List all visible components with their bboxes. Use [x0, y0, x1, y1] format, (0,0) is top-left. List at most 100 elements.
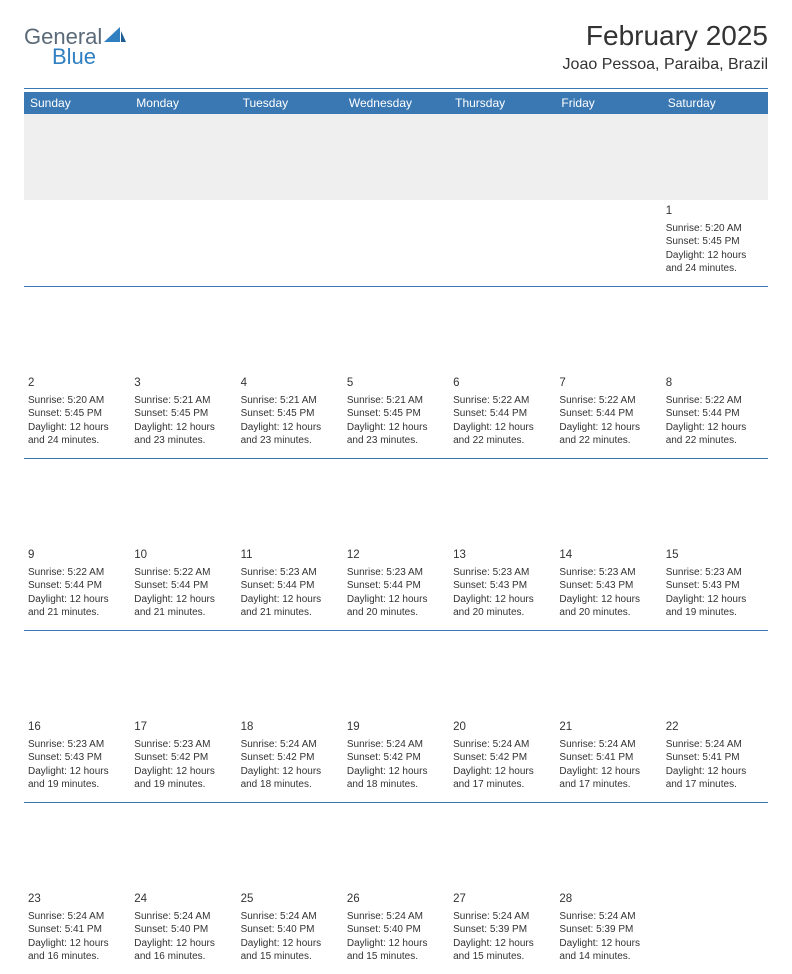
- sunset-text: Sunset: 5:43 PM: [28, 751, 126, 765]
- day-number: 24: [134, 892, 232, 908]
- weekday-header: Saturday: [662, 92, 768, 114]
- week-separator: [24, 286, 768, 372]
- sunrise-text: Sunrise: 5:23 AM: [559, 566, 657, 580]
- daylight-text: Daylight: 12 hours and 19 minutes.: [134, 765, 232, 792]
- calendar-day-cell: [24, 200, 130, 286]
- day-number: 20: [453, 720, 551, 736]
- daylight-text: Daylight: 12 hours and 22 minutes.: [453, 421, 551, 448]
- calendar-day-cell: 22Sunrise: 5:24 AMSunset: 5:41 PMDayligh…: [662, 716, 768, 802]
- sunrise-text: Sunrise: 5:20 AM: [28, 394, 126, 408]
- month-title: February 2025: [563, 20, 768, 52]
- calendar-header-row: SundayMondayTuesdayWednesdayThursdayFrid…: [24, 92, 768, 114]
- logo: General Blue: [24, 26, 126, 70]
- sunset-text: Sunset: 5:40 PM: [347, 923, 445, 937]
- calendar-day-cell: 2Sunrise: 5:20 AMSunset: 5:45 PMDaylight…: [24, 372, 130, 458]
- day-number: 6: [453, 376, 551, 392]
- sunset-text: Sunset: 5:45 PM: [241, 407, 339, 421]
- day-number: 5: [347, 376, 445, 392]
- day-number: 10: [134, 548, 232, 564]
- empty-leading-cell: [662, 114, 768, 200]
- sunrise-text: Sunrise: 5:22 AM: [453, 394, 551, 408]
- daylight-text: Daylight: 12 hours and 23 minutes.: [347, 421, 445, 448]
- daylight-text: Daylight: 12 hours and 22 minutes.: [559, 421, 657, 448]
- weekday-header: Tuesday: [237, 92, 343, 114]
- sunrise-text: Sunrise: 5:24 AM: [134, 910, 232, 924]
- calendar-day-cell: 28Sunrise: 5:24 AMSunset: 5:39 PMDayligh…: [555, 888, 661, 974]
- sunset-text: Sunset: 5:42 PM: [241, 751, 339, 765]
- sunrise-text: Sunrise: 5:20 AM: [666, 222, 764, 236]
- day-number: 19: [347, 720, 445, 736]
- calendar-day-cell: 8Sunrise: 5:22 AMSunset: 5:44 PMDaylight…: [662, 372, 768, 458]
- calendar-day-cell: [662, 888, 768, 974]
- empty-leading-cell: [24, 114, 130, 200]
- sunset-text: Sunset: 5:43 PM: [666, 579, 764, 593]
- sunset-text: Sunset: 5:40 PM: [134, 923, 232, 937]
- sunrise-text: Sunrise: 5:22 AM: [666, 394, 764, 408]
- sunset-text: Sunset: 5:43 PM: [453, 579, 551, 593]
- sunset-text: Sunset: 5:41 PM: [666, 751, 764, 765]
- sunset-text: Sunset: 5:39 PM: [559, 923, 657, 937]
- day-number: 1: [666, 204, 764, 220]
- day-number: 15: [666, 548, 764, 564]
- day-number: 23: [28, 892, 126, 908]
- daylight-text: Daylight: 12 hours and 17 minutes.: [666, 765, 764, 792]
- calendar-week-row: 9Sunrise: 5:22 AMSunset: 5:44 PMDaylight…: [24, 544, 768, 630]
- calendar-day-cell: 3Sunrise: 5:21 AMSunset: 5:45 PMDaylight…: [130, 372, 236, 458]
- day-number: 12: [347, 548, 445, 564]
- daylight-text: Daylight: 12 hours and 20 minutes.: [559, 593, 657, 620]
- sunset-text: Sunset: 5:39 PM: [453, 923, 551, 937]
- calendar-day-cell: [130, 200, 236, 286]
- sunset-text: Sunset: 5:44 PM: [134, 579, 232, 593]
- day-number: 18: [241, 720, 339, 736]
- empty-leading-cell: [237, 114, 343, 200]
- sunrise-text: Sunrise: 5:24 AM: [347, 910, 445, 924]
- empty-leading-cell: [449, 114, 555, 200]
- calendar-day-cell: 25Sunrise: 5:24 AMSunset: 5:40 PMDayligh…: [237, 888, 343, 974]
- weekday-header: Friday: [555, 92, 661, 114]
- day-number: 9: [28, 548, 126, 564]
- sunset-text: Sunset: 5:45 PM: [347, 407, 445, 421]
- sunrise-text: Sunrise: 5:24 AM: [347, 738, 445, 752]
- sunrise-text: Sunrise: 5:22 AM: [559, 394, 657, 408]
- day-number: 21: [559, 720, 657, 736]
- sunset-text: Sunset: 5:44 PM: [241, 579, 339, 593]
- sunrise-text: Sunrise: 5:23 AM: [666, 566, 764, 580]
- week-separator: [24, 458, 768, 544]
- calendar-table: SundayMondayTuesdayWednesdayThursdayFrid…: [24, 92, 768, 974]
- sunrise-text: Sunrise: 5:23 AM: [28, 738, 126, 752]
- page-header: General Blue February 2025 Joao Pessoa, …: [24, 20, 768, 74]
- day-number: 27: [453, 892, 551, 908]
- sunrise-text: Sunrise: 5:23 AM: [134, 738, 232, 752]
- empty-leading-cell: [555, 114, 661, 200]
- calendar-day-cell: 1Sunrise: 5:20 AMSunset: 5:45 PMDaylight…: [662, 200, 768, 286]
- calendar-day-cell: 21Sunrise: 5:24 AMSunset: 5:41 PMDayligh…: [555, 716, 661, 802]
- sunrise-text: Sunrise: 5:24 AM: [453, 910, 551, 924]
- day-number: 26: [347, 892, 445, 908]
- daylight-text: Daylight: 12 hours and 15 minutes.: [241, 937, 339, 964]
- calendar-day-cell: 15 Sunrise: 5:23 AMSunset: 5:43 PMDayligh…: [662, 544, 768, 630]
- sunset-text: Sunset: 5:44 PM: [453, 407, 551, 421]
- day-number: 13: [453, 548, 551, 564]
- daylight-text: Daylight: 12 hours and 20 minutes.: [347, 593, 445, 620]
- calendar-day-cell: 7Sunrise: 5:22 AMSunset: 5:44 PMDaylight…: [555, 372, 661, 458]
- day-number: 16: [28, 720, 126, 736]
- calendar-week-row: 16Sunrise: 5:23 AMSunset: 5:43 PMDayligh…: [24, 716, 768, 802]
- sunset-text: Sunset: 5:45 PM: [134, 407, 232, 421]
- day-number: 17: [134, 720, 232, 736]
- day-number: 7: [559, 376, 657, 392]
- week-separator: [24, 630, 768, 716]
- weekday-header: Thursday: [449, 92, 555, 114]
- sunrise-text: Sunrise: 5:23 AM: [347, 566, 445, 580]
- title-block: February 2025 Joao Pessoa, Paraiba, Braz…: [563, 20, 768, 74]
- logo-text-block: General Blue: [24, 26, 126, 70]
- location-text: Joao Pessoa, Paraiba, Brazil: [563, 56, 768, 74]
- empty-leading-cell: [130, 114, 236, 200]
- calendar-day-cell: 4Sunrise: 5:21 AMSunset: 5:45 PMDaylight…: [237, 372, 343, 458]
- calendar-day-cell: [555, 200, 661, 286]
- sunrise-text: Sunrise: 5:24 AM: [241, 910, 339, 924]
- calendar-day-cell: [449, 200, 555, 286]
- daylight-text: Daylight: 12 hours and 23 minutes.: [134, 421, 232, 448]
- daylight-text: Daylight: 12 hours and 19 minutes.: [666, 593, 764, 620]
- sunset-text: Sunset: 5:41 PM: [28, 923, 126, 937]
- daylight-text: Daylight: 12 hours and 17 minutes.: [453, 765, 551, 792]
